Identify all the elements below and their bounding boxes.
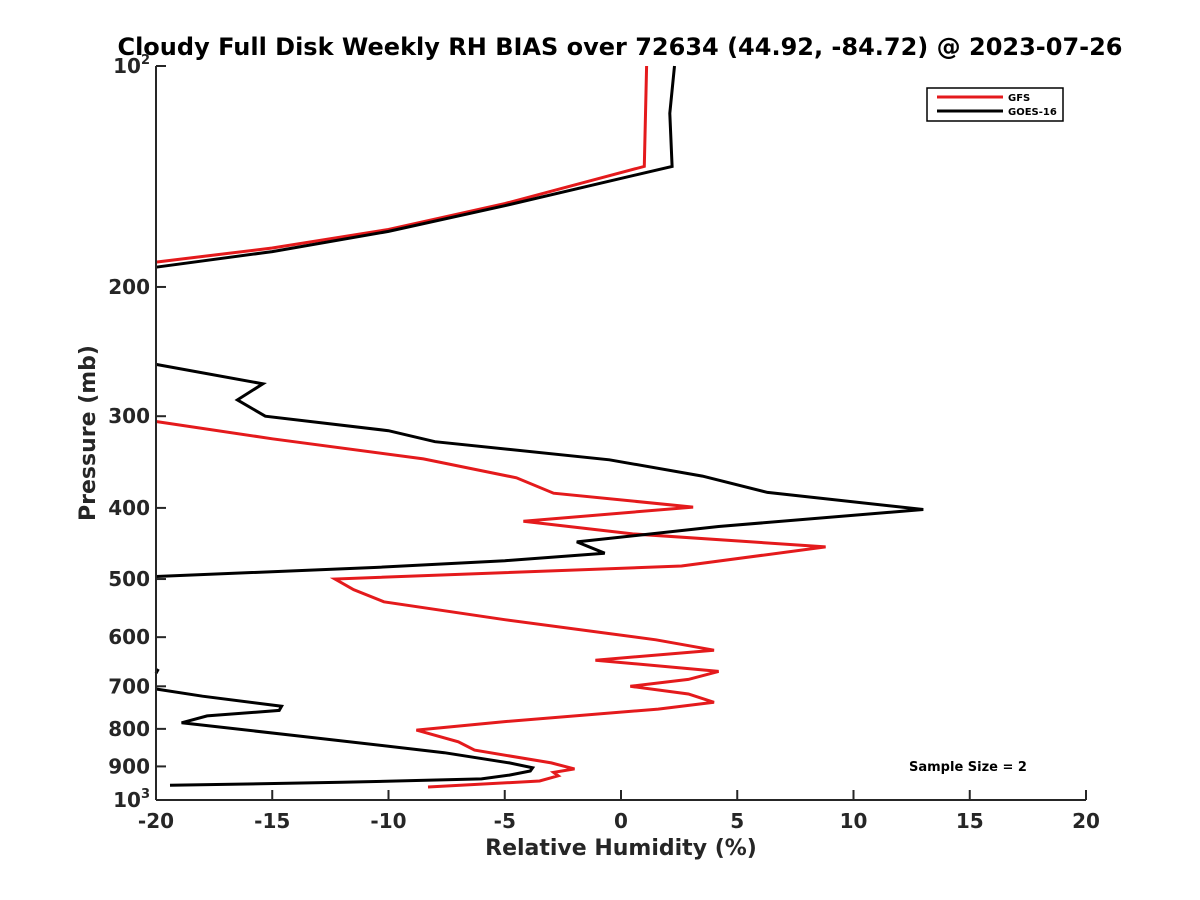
x-tick-label: 5 bbox=[730, 809, 744, 833]
y-tick-label: 200 bbox=[108, 275, 150, 299]
series-line-segment bbox=[155, 362, 924, 578]
x-tick-label: -10 bbox=[370, 809, 406, 833]
series-goes-16 bbox=[154, 65, 924, 787]
series-line-segment bbox=[155, 65, 676, 269]
y-axis-label: Pressure (mb) bbox=[76, 345, 101, 521]
x-tick-label: 20 bbox=[1072, 809, 1100, 833]
x-tick-label: 10 bbox=[840, 809, 868, 833]
y-tick-label: 102 bbox=[113, 53, 150, 78]
legend-entry-label: GFS bbox=[1008, 93, 1030, 104]
series-gfs bbox=[155, 65, 826, 789]
x-tick-label: 15 bbox=[956, 809, 984, 833]
x-tick-label: -15 bbox=[254, 809, 290, 833]
series-layer bbox=[154, 65, 924, 789]
y-tick-label: 400 bbox=[108, 496, 150, 520]
chart-title: Cloudy Full Disk Weekly RH BIAS over 726… bbox=[117, 33, 1122, 61]
series-line-segment bbox=[155, 65, 649, 264]
x-tick-label: -20 bbox=[138, 809, 174, 833]
y-tick-label: 800 bbox=[108, 717, 150, 741]
legend-entry-label: GOES-16 bbox=[1008, 107, 1057, 118]
y-tick-label: 500 bbox=[108, 567, 150, 591]
series-line-segment bbox=[155, 687, 536, 787]
legend-box bbox=[926, 87, 1064, 122]
y-tick-label: 700 bbox=[108, 674, 150, 698]
y-tick-label: 300 bbox=[108, 404, 150, 428]
x-tick-label: 0 bbox=[614, 809, 628, 833]
axes-layer: -20 -15 -10 -5 0 5 10 15 20 102 200 300 400 500 600 700… bbox=[108, 53, 1100, 833]
sample-size-annotation: Sample Size = 2 bbox=[909, 760, 1027, 775]
y-tick-label: 600 bbox=[108, 625, 150, 649]
series-line-segment bbox=[155, 420, 826, 789]
x-tick-label: -5 bbox=[494, 809, 516, 833]
x-axis-label: Relative Humidity (%) bbox=[485, 836, 757, 861]
legend: GFS GOES-16 bbox=[926, 87, 1064, 122]
y-tick-label: 900 bbox=[108, 754, 150, 778]
y-tick-label: 103 bbox=[113, 787, 150, 812]
